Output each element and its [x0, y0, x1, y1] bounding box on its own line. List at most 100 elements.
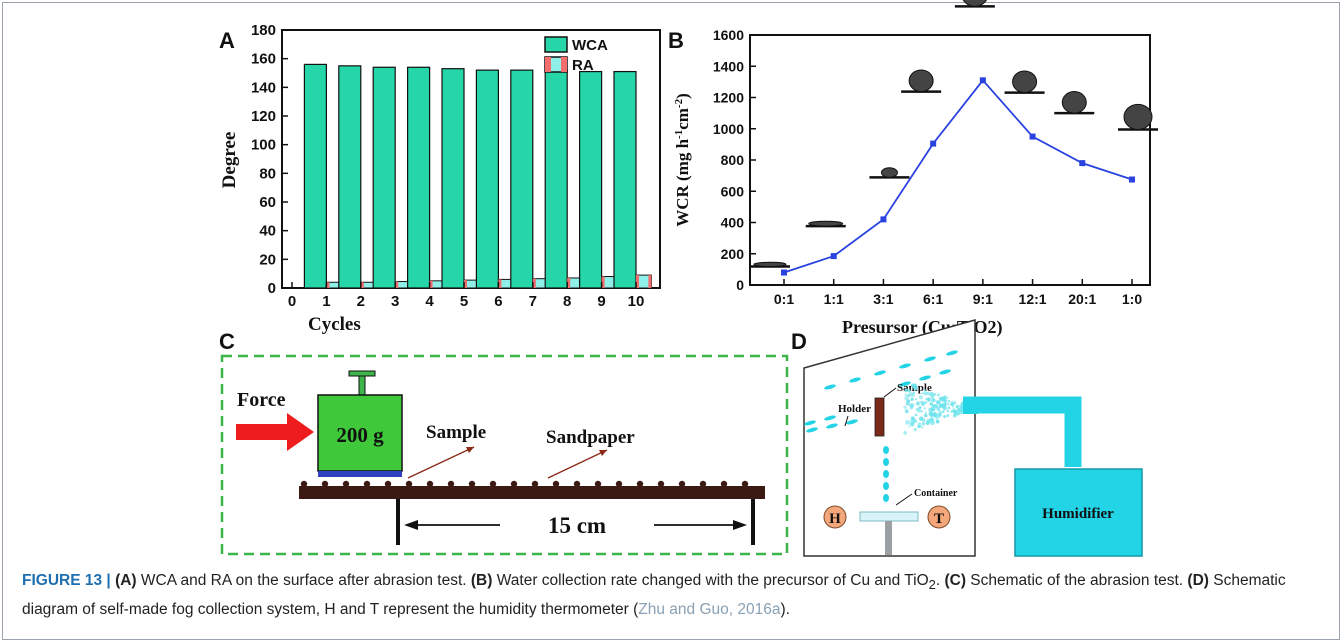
panel-b: B 0 200 400 600 800 1000 1200 1400 1600 0:1 1:1 3:… [668, 0, 1158, 338]
panel-a-x-axis-label: Cycles [308, 314, 361, 335]
grit-particle [405, 480, 413, 488]
spray-particle [947, 403, 950, 406]
weight-block [317, 394, 403, 472]
bar-wca [441, 68, 465, 289]
ylabel-part: WCR (mg h [673, 138, 692, 226]
bar-wca [372, 66, 396, 289]
spray-particle [924, 401, 928, 404]
x-tick-label: 0 [288, 293, 296, 310]
water-droplet [753, 261, 787, 267]
spray-particle [924, 411, 927, 414]
sandpaper-pointer-head [599, 450, 607, 456]
weight-handle-top [348, 370, 376, 377]
caption-text-a: WCA and RA on the surface after abrasion… [136, 572, 471, 589]
panel-d-label: D [791, 329, 807, 354]
x-tick-label: 8 [563, 293, 571, 310]
panel-a-bars [303, 63, 652, 289]
table-leg-left [396, 499, 400, 545]
spray-particle [926, 418, 931, 423]
spray-particle [908, 390, 911, 393]
sample-pointer-d [883, 387, 897, 398]
data-point [880, 216, 887, 223]
holder-label: Holder [838, 403, 871, 415]
sample-pointer-head [466, 447, 474, 453]
data-point [1129, 176, 1135, 183]
grit-particle [321, 480, 329, 488]
grit-particle [531, 480, 539, 488]
x-tick-label: 4 [425, 293, 434, 310]
container-stand [885, 521, 892, 555]
y-tick-label: 20 [259, 251, 276, 268]
spray-particle [929, 402, 934, 406]
spray-particle [947, 406, 951, 410]
water-drop [883, 458, 889, 466]
spray-particle [953, 409, 958, 414]
spray-particle [933, 393, 937, 396]
grit-particle [489, 480, 497, 488]
spray-particle [953, 413, 957, 417]
x-tick-label: 3 [391, 293, 399, 310]
grit-particle [342, 480, 350, 488]
sample-holder-mesh [874, 397, 885, 437]
spray-particle [921, 421, 926, 426]
x-tick-label: 1:1 [824, 291, 844, 307]
fog-stream-mark [824, 384, 836, 390]
spray-particle [923, 407, 926, 410]
spray-particle [910, 383, 916, 388]
spray-particle [920, 401, 926, 406]
caption-tag-b: (B) [470, 572, 493, 589]
caption-tag-d: (D) [1187, 572, 1209, 589]
ylabel-sup: -1 [673, 130, 685, 139]
droplet-inset [805, 220, 846, 228]
panel-d: D Holder Sample Humidifier Container H T [791, 319, 1143, 557]
y-tick-label: 60 [259, 194, 276, 211]
spray-particle [910, 397, 914, 401]
spray-particle [908, 392, 913, 397]
spray-particle [918, 406, 921, 409]
y-tick-label: 1600 [713, 27, 744, 43]
fog-stream-mark [846, 419, 858, 425]
data-point [781, 269, 787, 276]
bar-wca [338, 65, 362, 289]
spray-particle [943, 395, 947, 399]
caption-tag-a: (A) [115, 572, 137, 589]
grit-particle [384, 480, 392, 488]
droplet-inset [901, 69, 942, 93]
panel-c-dashed-border [220, 354, 789, 556]
bar-ra-edge [464, 280, 467, 288]
spray-particle [936, 400, 941, 405]
caption-tag-c: (C) [944, 572, 966, 589]
spray-particle [920, 410, 923, 413]
distance-label-bg [500, 510, 654, 540]
bar-wca [475, 69, 499, 289]
bar-ra-edge [648, 275, 652, 288]
ylabel-part: cm [673, 108, 692, 130]
spray-particle [915, 398, 918, 401]
legend-swatch-ra-edge [545, 57, 551, 72]
humidity-sensor-h [823, 505, 847, 529]
container-label: Container [914, 488, 958, 499]
spray-particle [946, 409, 950, 413]
spray-particle [950, 402, 955, 407]
spray-particle [917, 422, 921, 426]
y-tick-label: 120 [251, 108, 276, 125]
spray-particle [929, 391, 934, 397]
spray-particle [921, 392, 924, 395]
panel-b-series-line [783, 78, 1133, 274]
bar-ra-edge [601, 276, 605, 288]
grit-particle [552, 480, 560, 488]
y-tick-label: 80 [259, 165, 276, 182]
spray-particle [908, 425, 911, 428]
droplet-inset [1004, 70, 1045, 94]
legend-label-wca: WCA [572, 37, 608, 54]
caption-citation-link[interactable]: Zhu and Guo, 2016a [638, 601, 781, 619]
spray-particle [904, 393, 907, 397]
distance-arrow-left [404, 520, 418, 530]
spray-particle [956, 412, 960, 416]
spray-particle [905, 420, 910, 425]
caption-text-b-end: . [935, 572, 945, 589]
y-tick-label: 140 [251, 79, 276, 96]
droplet-inset [750, 261, 790, 268]
panel-b-y-ticks: 0 200 400 600 800 1000 1200 1400 1600 [713, 27, 756, 293]
